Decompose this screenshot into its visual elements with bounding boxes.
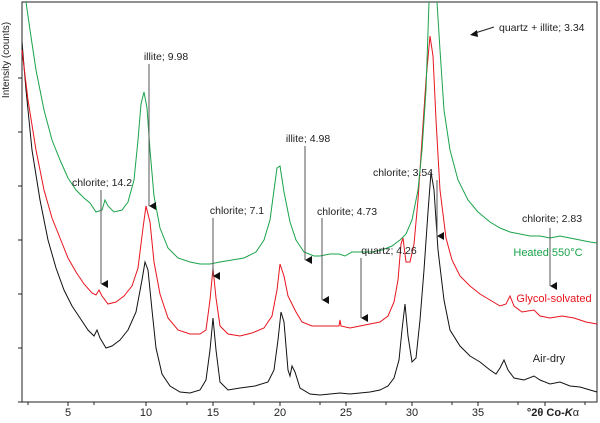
series-label-heated: Heated 550°C [513, 247, 582, 259]
annotation-illite-4-98: illite; 4.98 [286, 133, 331, 264]
svg-text:chlorite; 3.54: chlorite; 3.54 [373, 167, 433, 179]
svg-text:chlorite; 14.2: chlorite; 14.2 [72, 177, 132, 189]
annotation-quartz-illite-3-34: quartz + illite; 3.34 [470, 22, 585, 37]
svg-text:illite; 9.98: illite; 9.98 [144, 51, 189, 63]
x-tick-35: 35 [472, 407, 484, 418]
annotation-chlorite-14-2: chlorite; 14.2 [72, 177, 132, 288]
svg-text:quartz; 4.26: quartz; 4.26 [361, 245, 417, 257]
x-axis-tick-labels: 5 10 15 20 25 30 35 [65, 407, 484, 419]
annotation-quartz-4-26: quartz; 4.26 [360, 245, 417, 322]
series-label-glycol: Glycol-solvated [516, 293, 591, 305]
svg-text:chlorite; 2.83: chlorite; 2.83 [522, 213, 582, 225]
annotation-illite-9-98: illite; 9.98 [144, 51, 189, 210]
annotation-chlorite-7-1: chlorite; 7.1 [210, 205, 264, 280]
annotations: chlorite; 14.2 illite; 9.98 chlorite; 7.… [72, 22, 585, 322]
x-tick-30: 30 [406, 407, 418, 418]
svg-text:chlorite; 7.1: chlorite; 7.1 [210, 205, 264, 217]
annotation-chlorite-4-73: chlorite; 4.73 [317, 206, 377, 304]
series-heated-550-line [25, 1, 598, 265]
svg-text:quartz + illite; 3.34: quartz + illite; 3.34 [499, 22, 585, 34]
x-axis-label: °2θ Co-Kα [527, 407, 580, 418]
x-tick-25: 25 [340, 407, 352, 418]
series-air-dry-line [21, 41, 598, 396]
plot-area [21, 1, 598, 403]
annotation-chlorite-2-83: chlorite; 2.83 [522, 213, 582, 290]
y-axis-label: Intensity (counts) [1, 22, 12, 98]
series-label-air-dry: Air-dry [533, 353, 566, 365]
x-tick-15: 15 [207, 407, 219, 418]
svg-text:illite; 4.98: illite; 4.98 [286, 133, 331, 145]
x-tick-10: 10 [140, 407, 152, 418]
x-axis-ticks [27, 402, 586, 406]
x-tick-5: 5 [65, 407, 71, 418]
y-axis-ticks [18, 77, 22, 403]
x-tick-20: 20 [274, 407, 286, 418]
svg-text:chlorite; 4.73: chlorite; 4.73 [317, 206, 377, 218]
series-glycol-solvated-line [21, 35, 598, 337]
annotation-chlorite-3-54: chlorite; 3.54 [373, 167, 444, 240]
